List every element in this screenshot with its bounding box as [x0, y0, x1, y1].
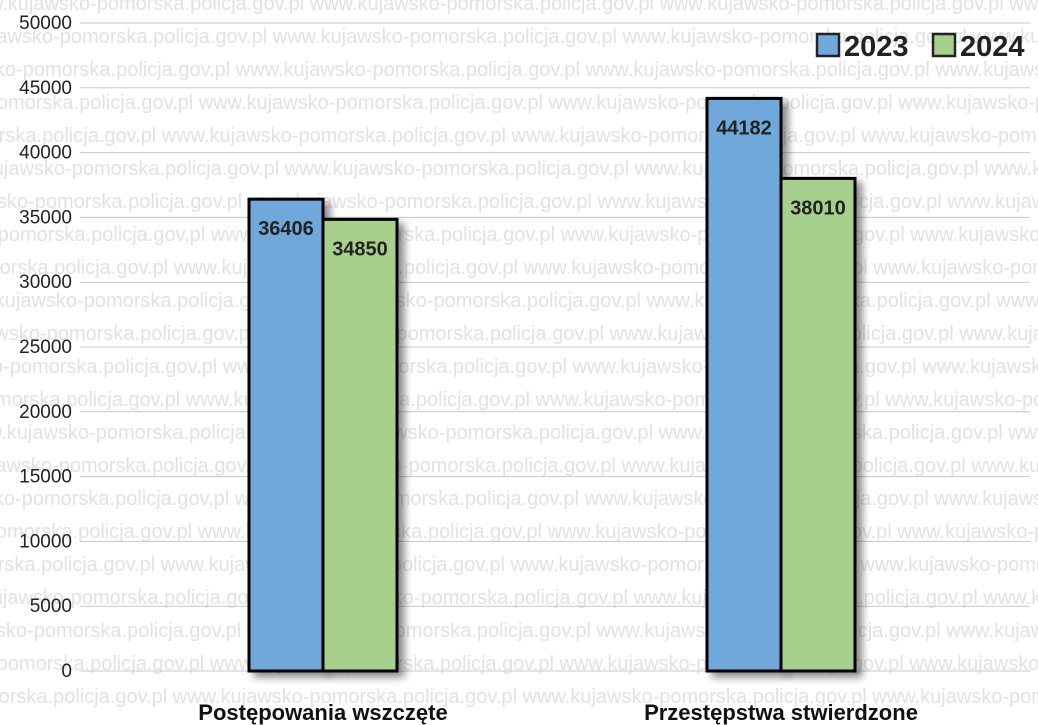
- y-axis-ticks: 0 5000 10000 15000 20000 25000 30000 35000 40000…: [19, 13, 72, 682]
- data-label: 36406: [258, 218, 314, 240]
- bar-2024-0: [321, 217, 399, 673]
- watermark-text: www.kujawsko-pomorska.policja.gov.pl www…: [0, 521, 1038, 543]
- watermark-text: www.kujawsko-pomorska.policja.gov.pl www…: [0, 59, 1038, 81]
- watermark-text: www.kujawsko-pomorska.policja.gov.pl www…: [0, 257, 1038, 279]
- bars: [247, 96, 857, 673]
- legend-swatch-2023: [815, 32, 841, 58]
- y-tick-label: 5000: [30, 596, 72, 617]
- watermark: www.kujawsko-pomorska.policja.gov.pl www…: [0, 0, 1038, 708]
- watermark-text: www.kujawsko-pomorska.policja.gov.pl www…: [0, 620, 1038, 642]
- y-tick-label: 10000: [19, 531, 72, 552]
- watermark-text: www.kujawsko-pomorska.policja.gov.pl www…: [0, 92, 1038, 114]
- y-tick-label: 0: [61, 661, 72, 682]
- y-tick-label: 40000: [19, 143, 72, 164]
- data-label: 44182: [716, 117, 772, 139]
- y-tick-label: 25000: [19, 337, 72, 358]
- watermark-text: www.kujawsko-pomorska.policja.gov.pl www…: [0, 455, 1038, 477]
- watermark-text: www.kujawsko-pomorska.policja.gov.pl www…: [0, 26, 1038, 48]
- watermark-text: www.kujawsko-pomorska.policja.gov.pl www…: [0, 224, 1038, 246]
- x-tick-label: Przestępstwa stwierdzone: [644, 700, 918, 725]
- y-tick-label: 15000: [19, 467, 72, 488]
- y-tick-label: 30000: [19, 272, 72, 293]
- y-tick-label: 50000: [19, 13, 72, 34]
- legend-label-2023: 2023: [844, 31, 909, 63]
- watermark-text: www.kujawsko-pomorska.policja.gov.pl www…: [0, 290, 1038, 312]
- data-label: 34850: [332, 238, 388, 260]
- x-axis-ticks: Postępowania wszczęte Przestępstwa stwier…: [198, 700, 918, 725]
- bar-2023-0: [247, 197, 325, 673]
- legend: 2023 2024: [815, 31, 1025, 63]
- gridlines: [80, 22, 1030, 672]
- watermark-text: www.kujawsko-pomorska.policja.gov.pl www…: [0, 0, 1038, 15]
- x-tick-label: Postępowania wszczęte: [198, 700, 447, 725]
- watermark-text: www.kujawsko-pomorska.policja.gov.pl www…: [0, 323, 1038, 345]
- watermark-text: www.kujawsko-pomorska.policja.gov.pl www…: [0, 422, 1038, 444]
- y-tick-label: 20000: [19, 402, 72, 423]
- watermark-text: www.kujawsko-pomorska.policja.gov.pl www…: [0, 389, 1038, 411]
- watermark-text: www.kujawsko-pomorska.policja.gov.pl www…: [0, 356, 1038, 378]
- watermark-text: www.kujawsko-pomorska.policja.gov.pl www…: [0, 686, 1038, 708]
- y-tick-label: 35000: [19, 207, 72, 228]
- bar-2023-1: [705, 96, 783, 673]
- watermark-text: www.kujawsko-pomorska.policja.gov.pl www…: [0, 158, 1038, 180]
- watermark-text: www.kujawsko-pomorska.policja.gov.pl www…: [0, 488, 1038, 510]
- watermark-text: www.kujawsko-pomorska.policja.gov.pl www…: [0, 554, 1038, 576]
- data-labels: 36406 34850 44182 38010: [258, 117, 846, 260]
- legend-swatch-2024: [931, 32, 957, 58]
- legend-label-2024: 2024: [960, 31, 1025, 63]
- bar-2024-1: [779, 176, 857, 673]
- watermark-text: www.kujawsko-pomorska.policja.gov.pl www…: [0, 653, 1038, 675]
- watermark-text: www.kujawsko-pomorska.policja.gov.pl www…: [0, 125, 1038, 147]
- y-tick-label: 45000: [19, 78, 72, 99]
- watermark-text: www.kujawsko-pomorska.policja.gov.pl www…: [0, 191, 1038, 213]
- data-label: 38010: [790, 197, 846, 219]
